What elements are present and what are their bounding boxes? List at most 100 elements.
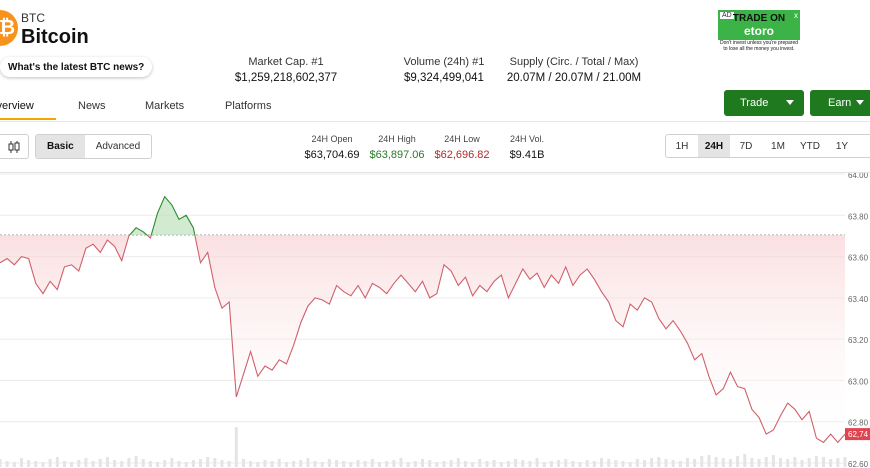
- period-1h-button[interactable]: 1H: [675, 140, 689, 152]
- volume-bar: [485, 461, 489, 467]
- coin-ticker: BTC: [21, 11, 45, 25]
- y-tick-label: 63.80: [848, 212, 869, 221]
- volume-bar: [700, 456, 704, 467]
- tabs-divider: [0, 121, 870, 122]
- volume-bar: [814, 456, 818, 467]
- candlestick-toggle-button[interactable]: [0, 134, 29, 159]
- price-line-above: [128, 195, 196, 235]
- volume-bar: [750, 458, 754, 467]
- volume-bar: [134, 456, 138, 467]
- volume-bar: [19, 458, 23, 467]
- period-1m-button[interactable]: 1M: [771, 140, 785, 152]
- tab-platforms[interactable]: Platforms: [225, 100, 272, 112]
- price-chart[interactable]: 64.00 63.80 63.60 63.40 63.20 63.00 62.80 62.60…: [0, 173, 870, 468]
- period-1y-button[interactable]: 1Y: [835, 140, 849, 152]
- volume-bar: [807, 458, 811, 467]
- earn-button[interactable]: Earn: [810, 90, 870, 116]
- etoro-ad-banner[interactable]: AD x TRADE ON etoro Don't invest unless …: [718, 10, 800, 52]
- volume-bar: [48, 459, 52, 467]
- volume-bar: [456, 458, 460, 467]
- volume-bar: [836, 458, 840, 467]
- volume-bar: [363, 461, 367, 467]
- volume-bar: [306, 458, 310, 467]
- volume-bar: [292, 461, 296, 467]
- volume-bar: [549, 461, 553, 467]
- period-all-button[interactable]: A: [858, 135, 870, 157]
- open-stat: 24H Open $63,704.69: [300, 134, 364, 161]
- volume-bar: [642, 460, 646, 467]
- volume-bar: [499, 462, 503, 467]
- volume-bar: [678, 461, 682, 467]
- vol-24h-value: $9.41B: [509, 149, 545, 161]
- volume-bar: [234, 427, 238, 467]
- volume-bar: [435, 462, 439, 467]
- period-24h-button[interactable]: 24H: [698, 135, 730, 157]
- latest-news-button[interactable]: What's the latest BTC news?: [0, 57, 153, 77]
- period-selector: 1H 24H 7D 1M YTD 1Y A: [665, 134, 870, 158]
- volume-bar: [0, 459, 2, 467]
- volume-bar: [707, 455, 711, 467]
- price-fill-below: [0, 234, 845, 443]
- volume-bar: [163, 460, 167, 467]
- tab-news[interactable]: News: [78, 100, 106, 112]
- volume-stat: Volume (24h) #1 $9,324,499,041: [384, 56, 504, 84]
- mode-advanced-button[interactable]: Advanced: [95, 141, 141, 152]
- y-tick-label: 63.20: [848, 336, 869, 345]
- volume-bar: [141, 459, 145, 467]
- volume-bar: [263, 460, 267, 467]
- volume-bar: [743, 454, 747, 467]
- bitcoin-logo-icon: ₿: [0, 10, 18, 46]
- volume-bar: [199, 459, 203, 467]
- y-tick-label: 62.60: [848, 460, 869, 468]
- volume-bar: [592, 461, 596, 467]
- last-price-tag: [845, 428, 870, 441]
- volume-bar: [249, 461, 253, 467]
- volume-bar: [91, 461, 95, 467]
- trade-button-label: Trade: [740, 97, 769, 109]
- earn-dropdown-icon: [856, 100, 864, 105]
- market-cap-label: Market Cap. #1: [248, 56, 324, 68]
- volume-bar: [406, 462, 410, 467]
- volume-bar: [206, 457, 210, 467]
- volume-bar: [184, 462, 188, 467]
- volume-bar: [84, 458, 88, 467]
- volume-bar: [120, 461, 124, 467]
- period-7d-button[interactable]: 7D: [739, 140, 753, 152]
- volume-bar: [227, 461, 231, 467]
- volume-bar: [764, 457, 768, 467]
- y-tick-label: 62.80: [848, 419, 869, 428]
- volume-value: $9,324,499,041: [404, 72, 484, 84]
- volume-bar: [428, 460, 432, 467]
- volume-bar: [399, 458, 403, 467]
- volume-bar: [70, 462, 74, 467]
- low-value: $62,696.82: [434, 149, 490, 161]
- volume-bar: [77, 460, 81, 467]
- volume-bar: [478, 459, 482, 467]
- last-price-label: 62,74: [848, 430, 869, 439]
- trade-button[interactable]: Trade: [724, 90, 804, 116]
- volume-bar: [335, 460, 339, 467]
- volume-bar: [177, 461, 181, 467]
- chart-top-divider: [0, 172, 870, 173]
- volume-bar: [671, 460, 675, 467]
- ad-tag: AD: [720, 12, 734, 19]
- volume-bar: [600, 458, 604, 467]
- volume-bar: [256, 462, 260, 467]
- volume-bar: [41, 462, 45, 467]
- market-cap-value: $1,259,218,602,377: [234, 72, 338, 84]
- period-ytd-button[interactable]: YTD: [800, 140, 820, 152]
- volume-bar: [542, 462, 546, 467]
- tab-overview[interactable]: Overview: [0, 96, 56, 120]
- volume-bar: [614, 460, 618, 467]
- volume-bar: [779, 458, 783, 467]
- volume-bar: [800, 460, 804, 467]
- ad-close-icon[interactable]: x: [794, 11, 798, 20]
- etoro-logo: etoro: [744, 24, 774, 38]
- volume-bar: [320, 462, 324, 467]
- volume-bar: [843, 457, 847, 467]
- volume-bar: [786, 459, 790, 467]
- tab-markets[interactable]: Markets: [145, 100, 185, 112]
- mode-basic-button[interactable]: Basic: [36, 135, 85, 158]
- supply-value: 20.07M / 20.07M / 21.00M: [506, 72, 642, 84]
- chart-mode-toggle: Basic Advanced: [35, 134, 153, 159]
